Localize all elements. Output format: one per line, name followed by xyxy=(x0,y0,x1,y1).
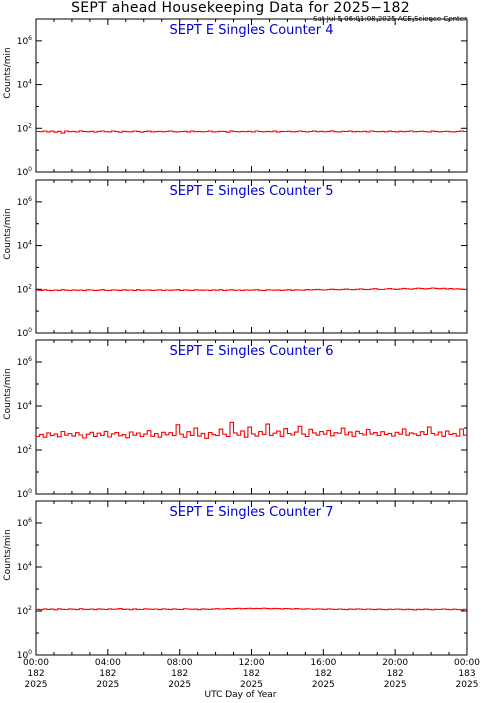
x-tick-label: 2025 xyxy=(456,680,479,690)
panel-1: 100 102 104 106 SEPT E Singles Counter 4 xyxy=(17,18,468,178)
panel-title: SEPT E Singles Counter 5 xyxy=(170,184,334,199)
y-tick-label: 104 xyxy=(17,400,32,412)
y-tick-label: 100 xyxy=(17,327,32,339)
panel-title: SEPT E Singles Counter 4 xyxy=(170,23,334,38)
y-tick-label: 102 xyxy=(17,122,32,134)
y-tick-label: 102 xyxy=(17,444,32,456)
panel-2: 100 102 104 106 SEPT E Singles Counter 5 xyxy=(17,179,468,339)
y-tick-label: 106 xyxy=(17,196,32,208)
x-tick-label: 08:00 xyxy=(167,658,193,668)
x-tick-label: 16:00 xyxy=(310,658,336,668)
x-tick-label: 2025 xyxy=(312,680,335,690)
x-axis-label: UTC Day of Year xyxy=(204,690,277,700)
x-tick-label: 00:00 xyxy=(454,658,480,668)
x-tick-label: 182 xyxy=(27,669,44,679)
panel-title: SEPT E Singles Counter 6 xyxy=(170,344,334,359)
x-tick-label: 2025 xyxy=(240,680,263,690)
y-tick-label: 104 xyxy=(17,79,32,91)
x-tick-label: 00:00 xyxy=(23,658,49,668)
panel-3: 100 102 104 106 SEPT E Singles Counter 6 xyxy=(17,339,468,500)
y-tick-label: 100 xyxy=(17,649,32,661)
x-tick-label: 2025 xyxy=(168,680,191,690)
x-tick-label: 183 xyxy=(458,669,475,679)
plot-frame xyxy=(35,18,468,173)
x-tick-label: 182 xyxy=(171,669,188,679)
y-tick-label: 102 xyxy=(17,605,32,617)
x-tick-label: 182 xyxy=(315,669,332,679)
counter-trace xyxy=(36,287,467,292)
counter-trace xyxy=(36,607,467,611)
panel-title: SEPT E Singles Counter 7 xyxy=(170,505,334,520)
y-tick-label: 106 xyxy=(17,35,32,47)
y-tick-label: 106 xyxy=(17,517,32,529)
x-tick-label: 20:00 xyxy=(382,658,408,668)
x-tick-label: 182 xyxy=(243,669,260,679)
y-tick-label: 100 xyxy=(17,166,32,178)
x-tick-label: 2025 xyxy=(384,680,407,690)
y-tick-label: 102 xyxy=(17,283,32,295)
x-tick-label: 182 xyxy=(99,669,116,679)
y-tick-label: 100 xyxy=(17,488,32,500)
x-tick-label: 2025 xyxy=(96,680,119,690)
counter-trace xyxy=(36,421,467,439)
y-tick-label: 104 xyxy=(17,240,32,252)
chart-title: SEPT ahead Housekeeping Data for 2025−18… xyxy=(71,0,410,16)
y-tick-label: 106 xyxy=(17,356,32,368)
plot-frame xyxy=(35,500,468,656)
counter-trace xyxy=(36,130,467,134)
x-tick-label: 12:00 xyxy=(239,658,265,668)
panel-4: 100 102 104 106 SEPT E Singles Counter 7 xyxy=(17,500,468,661)
y-tick-label: 104 xyxy=(17,561,32,573)
x-tick-label: 2025 xyxy=(25,680,48,690)
x-tick-label: 04:00 xyxy=(95,658,121,668)
plot-frame xyxy=(35,339,468,495)
plot-frame xyxy=(35,179,468,334)
x-tick-label: 182 xyxy=(387,669,404,679)
